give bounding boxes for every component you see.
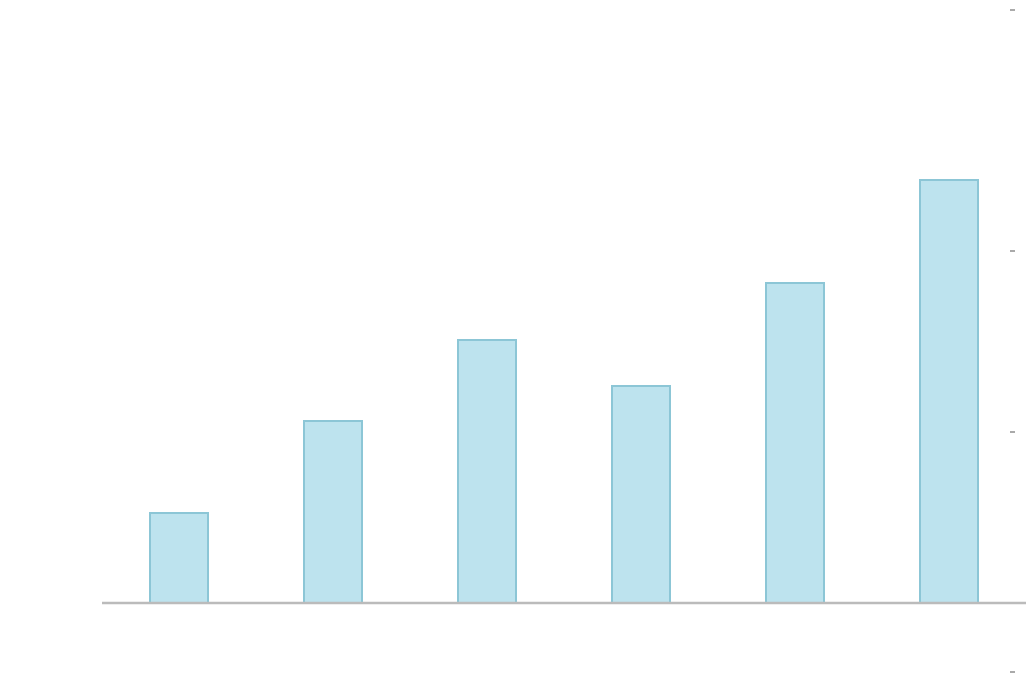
bar [457,339,517,604]
bar [611,385,671,604]
bar [149,512,209,604]
bar [303,420,363,604]
bar [765,282,825,604]
bar [919,179,979,604]
